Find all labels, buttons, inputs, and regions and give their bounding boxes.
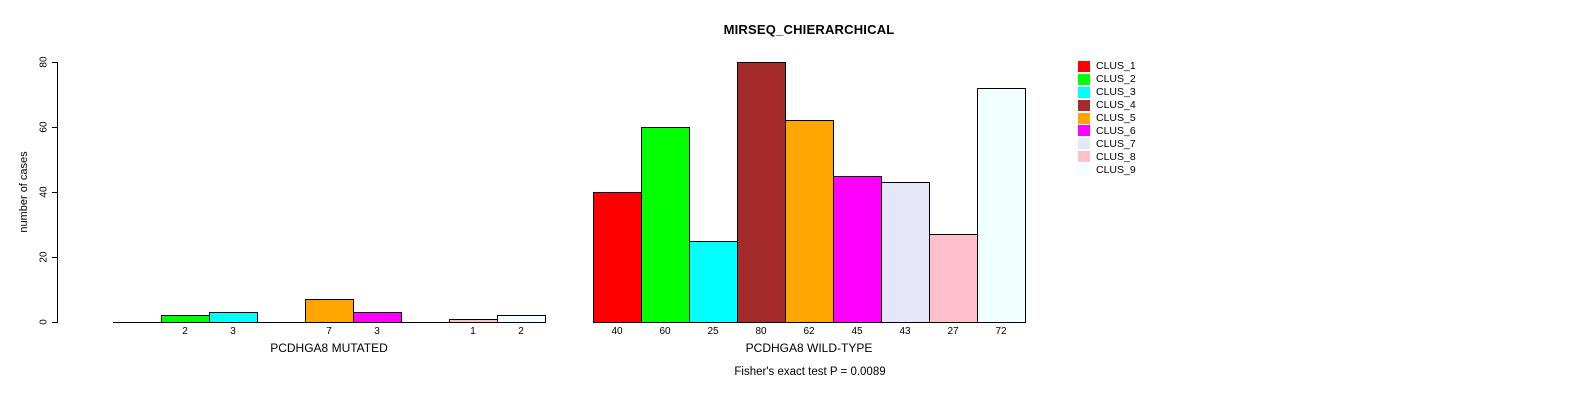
- y-axis-tick-label: 60: [38, 121, 50, 133]
- bar-value-label: 62: [803, 326, 815, 337]
- legend-item-CLUS_4: CLUS_4: [1078, 99, 1136, 112]
- bar-value-label: 7: [326, 326, 332, 337]
- y-axis-tick-label: 20: [38, 251, 50, 263]
- legend-swatch-CLUS_3: [1078, 86, 1090, 98]
- legend-item-CLUS_6: CLUS_6: [1078, 124, 1136, 137]
- legend-swatch-CLUS_1: [1078, 60, 1090, 72]
- legend-label: CLUS_7: [1096, 137, 1136, 150]
- legend-label: CLUS_9: [1096, 163, 1136, 176]
- group-label-mutated: PCDHGA8 MUTATED: [270, 341, 388, 355]
- bar-CLUS_1: [593, 192, 642, 323]
- chart-title: MIRSEQ_CHIERARCHICAL: [723, 22, 895, 37]
- fisher-test-annotation: Fisher's exact test P = 0.0089: [734, 366, 886, 378]
- legend-label: CLUS_2: [1096, 73, 1136, 86]
- y-axis-tick: [52, 322, 57, 323]
- bar-CLUS_2: [641, 127, 690, 323]
- bar-value-label: 3: [230, 326, 236, 337]
- bar-value-label: 1: [470, 326, 476, 337]
- y-axis-tick: [52, 192, 57, 193]
- legend-item-CLUS_5: CLUS_5: [1078, 112, 1136, 125]
- legend: CLUS_1 CLUS_2 CLUS_3 CLUS_4 CLUS_5 CLUS_6 CLUS…: [1078, 60, 1136, 176]
- y-axis-tick-label: 40: [38, 186, 50, 198]
- legend-swatch-CLUS_8: [1078, 151, 1090, 163]
- legend-swatch-CLUS_2: [1078, 73, 1090, 85]
- bar-CLUS_7: [881, 182, 930, 323]
- y-axis-tick-label: 0: [38, 319, 50, 325]
- bar-value-label: 43: [899, 326, 911, 337]
- legend-label: CLUS_4: [1096, 99, 1136, 112]
- bar-CLUS_6: [833, 176, 882, 323]
- bar-CLUS_3: [209, 312, 258, 323]
- y-axis-tick: [52, 127, 57, 128]
- bar-CLUS_5: [785, 120, 834, 323]
- legend-swatch-CLUS_4: [1078, 99, 1090, 111]
- bar-value-label: 72: [995, 326, 1007, 337]
- legend-label: CLUS_3: [1096, 86, 1136, 99]
- y-axis-tick: [52, 257, 57, 258]
- bar-CLUS_5: [305, 299, 354, 323]
- legend-swatch-CLUS_6: [1078, 125, 1090, 137]
- legend-item-CLUS_7: CLUS_7: [1078, 137, 1136, 150]
- bar-value-label: 2: [518, 326, 524, 337]
- y-axis-tick-label: 80: [38, 56, 50, 68]
- legend-item-CLUS_8: CLUS_8: [1078, 150, 1136, 163]
- bar-value-label: 45: [851, 326, 863, 337]
- bar-CLUS_9: [977, 88, 1026, 323]
- bar-CLUS_8: [929, 234, 978, 323]
- bar-value-label: 40: [611, 326, 623, 337]
- legend-label: CLUS_5: [1096, 112, 1136, 124]
- bar-value-label: 25: [707, 326, 719, 337]
- legend-swatch-CLUS_7: [1078, 138, 1090, 150]
- legend-label: CLUS_1: [1096, 60, 1136, 73]
- bar-CLUS_6: [353, 312, 402, 323]
- bar-value-label: 3: [374, 326, 380, 337]
- bar-CLUS_4: [737, 62, 786, 323]
- y-axis-tick: [52, 62, 57, 63]
- bar-CLUS_3: [689, 241, 738, 323]
- legend-item-CLUS_3: CLUS_3: [1078, 86, 1136, 99]
- bar-CLUS_8: [449, 319, 498, 323]
- legend-swatch-CLUS_5: [1078, 112, 1090, 124]
- legend-label: CLUS_6: [1096, 124, 1136, 137]
- legend-label: CLUS_8: [1096, 150, 1136, 163]
- bar-value-label: 80: [755, 326, 767, 337]
- legend-item-CLUS_1: CLUS_1: [1078, 60, 1136, 73]
- legend-item-CLUS_2: CLUS_2: [1078, 73, 1136, 86]
- bar-value-label: 27: [947, 326, 959, 337]
- bar-CLUS_9: [497, 315, 546, 323]
- bar-CLUS_2: [161, 315, 210, 323]
- bar-value-label: 60: [659, 326, 671, 337]
- group-label-wildtype: PCDHGA8 WILD-TYPE: [745, 341, 873, 355]
- legend-item-CLUS_9: CLUS_9: [1078, 163, 1136, 176]
- bar-value-label: 2: [182, 326, 188, 337]
- y-axis-line: [57, 62, 58, 323]
- legend-swatch-CLUS_9: [1078, 164, 1090, 176]
